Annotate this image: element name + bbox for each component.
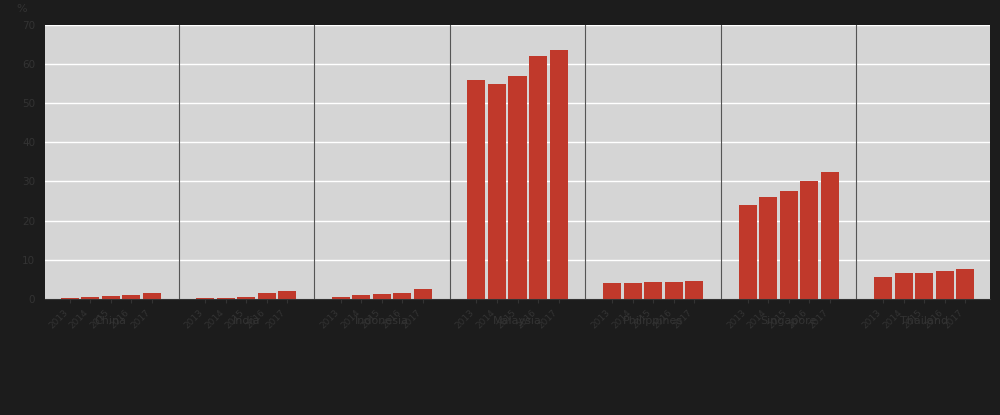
Bar	[915, 273, 933, 299]
Bar	[122, 295, 140, 299]
Bar	[143, 293, 161, 299]
Text: China: China	[95, 316, 127, 327]
Bar	[102, 296, 120, 299]
Bar	[393, 293, 411, 299]
Text: Thailand: Thailand	[900, 316, 948, 327]
Bar	[373, 294, 391, 299]
Bar	[529, 56, 547, 299]
Bar	[739, 205, 757, 299]
Bar	[895, 273, 913, 299]
Bar	[332, 297, 350, 299]
Text: India: India	[233, 316, 260, 327]
Bar	[800, 181, 818, 299]
Bar	[759, 197, 777, 299]
Bar	[644, 282, 662, 299]
Bar	[508, 76, 527, 299]
Bar	[61, 298, 79, 299]
Bar	[278, 291, 296, 299]
Bar	[624, 283, 642, 299]
Bar	[821, 172, 839, 299]
Bar	[956, 269, 974, 299]
Bar	[550, 50, 568, 299]
Bar	[665, 282, 683, 299]
Bar	[217, 298, 235, 299]
Bar	[414, 289, 432, 299]
Y-axis label: %: %	[16, 4, 27, 14]
Bar	[488, 83, 506, 299]
Bar	[874, 277, 892, 299]
Bar	[603, 283, 621, 299]
Bar	[237, 297, 255, 299]
Bar	[352, 295, 370, 299]
Bar	[685, 281, 703, 299]
Bar	[196, 298, 214, 299]
Bar	[467, 80, 485, 299]
Text: Malaysia: Malaysia	[493, 316, 542, 327]
Text: Singapore: Singapore	[760, 316, 817, 327]
Bar	[936, 271, 954, 299]
Bar	[780, 191, 798, 299]
Bar	[258, 293, 276, 299]
Text: Indonesia: Indonesia	[355, 316, 409, 327]
Text: Philippines: Philippines	[623, 316, 683, 327]
Bar	[81, 297, 99, 299]
